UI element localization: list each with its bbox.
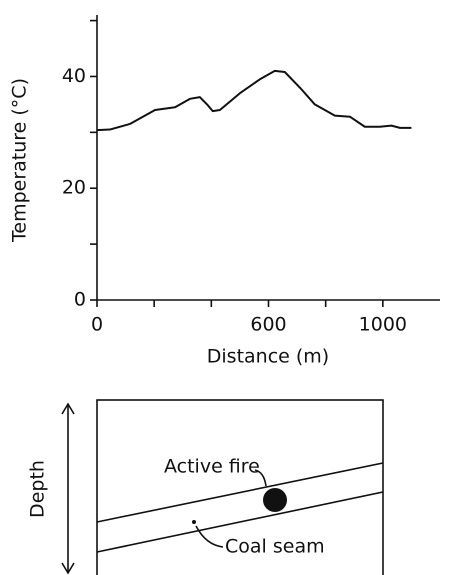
depth-label: Depth xyxy=(27,460,49,518)
seam-label: Coal seam xyxy=(225,536,325,558)
diagram: Depth Active fire Coal seam xyxy=(27,399,384,575)
fire-label: Active fire xyxy=(164,456,260,478)
y-tick-label: 20 xyxy=(62,177,86,199)
x-tick-label: 600 xyxy=(250,314,286,336)
seam-leader xyxy=(195,525,224,548)
y-axis-label: Temperature (°C) xyxy=(9,78,31,243)
fire-leader xyxy=(254,469,267,487)
seam-dot xyxy=(192,520,196,524)
x-tick-label: 1000 xyxy=(359,314,407,336)
y-tick-label: 0 xyxy=(74,289,86,311)
y-tick-label: 40 xyxy=(62,65,86,87)
arrow-heads xyxy=(61,402,75,575)
temperature-line xyxy=(96,69,412,132)
fire-blob xyxy=(263,488,287,512)
axes: 0 20 40 0 600 1000 xyxy=(62,15,440,336)
x-axis-label: Distance (m) xyxy=(207,346,329,368)
x-tick-label: 0 xyxy=(91,314,103,336)
diagram-frame xyxy=(96,399,384,575)
seam-bottom xyxy=(96,491,384,553)
seam-top xyxy=(96,462,384,523)
